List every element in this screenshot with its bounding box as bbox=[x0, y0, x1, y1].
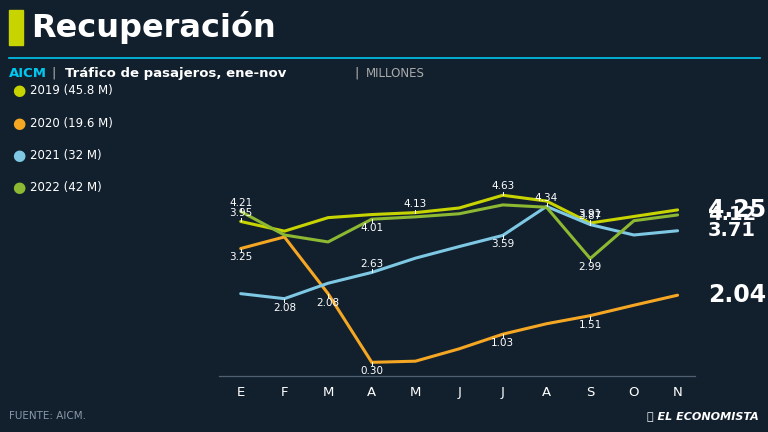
Text: ●: ● bbox=[12, 116, 25, 130]
Text: 2.63: 2.63 bbox=[360, 259, 383, 269]
Text: 2022 (42 M): 2022 (42 M) bbox=[30, 181, 101, 194]
Text: 3.25: 3.25 bbox=[229, 252, 253, 262]
Text: FUENTE: AICM.: FUENTE: AICM. bbox=[9, 411, 86, 421]
Text: MILLONES: MILLONES bbox=[366, 67, 425, 80]
Text: 2.08: 2.08 bbox=[316, 298, 339, 308]
Text: 3.95: 3.95 bbox=[229, 208, 253, 218]
Text: 0.30: 0.30 bbox=[360, 366, 383, 376]
Text: 2021 (32 M): 2021 (32 M) bbox=[30, 149, 101, 162]
Text: |: | bbox=[51, 67, 56, 80]
Text: 4.12: 4.12 bbox=[708, 206, 756, 225]
Text: 3.59: 3.59 bbox=[492, 239, 515, 249]
Text: 4.21: 4.21 bbox=[229, 197, 253, 208]
Text: ●: ● bbox=[12, 148, 25, 163]
Text: 4.01: 4.01 bbox=[360, 223, 383, 233]
Text: Tráfico de pasajeros, ene-nov: Tráfico de pasajeros, ene-nov bbox=[65, 67, 286, 80]
Text: 1.03: 1.03 bbox=[492, 338, 515, 348]
Text: 3.87: 3.87 bbox=[578, 211, 602, 221]
Text: 2.99: 2.99 bbox=[578, 262, 602, 273]
Text: 2019 (45.8 M): 2019 (45.8 M) bbox=[30, 84, 113, 97]
Text: 2020 (19.6 M): 2020 (19.6 M) bbox=[30, 117, 113, 130]
Text: |: | bbox=[355, 67, 359, 80]
Text: 4.63: 4.63 bbox=[492, 181, 515, 191]
Text: ⓔ EL ECONOMISTA: ⓔ EL ECONOMISTA bbox=[647, 411, 759, 421]
Text: 3.71: 3.71 bbox=[708, 221, 756, 240]
Text: 1.51: 1.51 bbox=[578, 320, 602, 330]
Text: 3.91: 3.91 bbox=[578, 209, 602, 219]
Text: ●: ● bbox=[12, 83, 25, 98]
Text: Recuperación: Recuperación bbox=[31, 11, 276, 44]
Text: 4.13: 4.13 bbox=[404, 199, 427, 209]
Text: AICM: AICM bbox=[9, 67, 47, 80]
Text: 4.25: 4.25 bbox=[708, 198, 766, 222]
Text: 4.34: 4.34 bbox=[535, 193, 558, 203]
Text: 2.08: 2.08 bbox=[273, 302, 296, 312]
Text: 2.04: 2.04 bbox=[708, 283, 766, 307]
Text: ●: ● bbox=[12, 181, 25, 195]
